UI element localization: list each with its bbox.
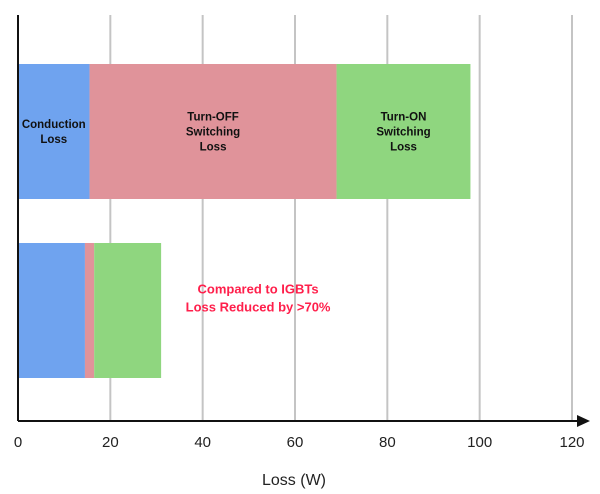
x-tick-labels: 0 20 40 60 80 100 120 [14, 434, 585, 451]
x-tick-label-100: 100 [467, 434, 492, 451]
bar-2-segment-1 [18, 243, 85, 378]
bar-1-segment-2 [89, 64, 337, 199]
bar-1-segment-2-label: Turn-OFF Switching Loss [186, 112, 240, 154]
x-tick-label-0: 0 [14, 434, 22, 451]
bar-1-segment-3-label: Turn-ON Switching Loss [376, 112, 430, 154]
bar-1-segment-1-label: Conduction Loss [22, 119, 86, 146]
axes [17, 15, 590, 427]
x-axis-arrow [577, 415, 590, 427]
x-tick-label-80: 80 [379, 434, 396, 451]
segment-labels: Conduction Loss Turn-OFF Switching Loss Turn-… [22, 112, 431, 154]
x-tick-label-40: 40 [194, 434, 211, 451]
bars [18, 64, 471, 378]
bar-1-segment-3 [336, 64, 471, 199]
annotation-text: Compared to IGBTs Loss Reduced by >70% [186, 282, 331, 315]
bar-2-segment-2 [84, 243, 95, 378]
bar-2-segment-3 [94, 243, 162, 378]
bar-1-segment-1 [18, 64, 90, 199]
x-tick-label-120: 120 [559, 434, 584, 451]
x-tick-label-20: 20 [102, 434, 119, 451]
x-tick-label-60: 60 [287, 434, 304, 451]
x-axis-title: Loss (W) [262, 472, 326, 489]
